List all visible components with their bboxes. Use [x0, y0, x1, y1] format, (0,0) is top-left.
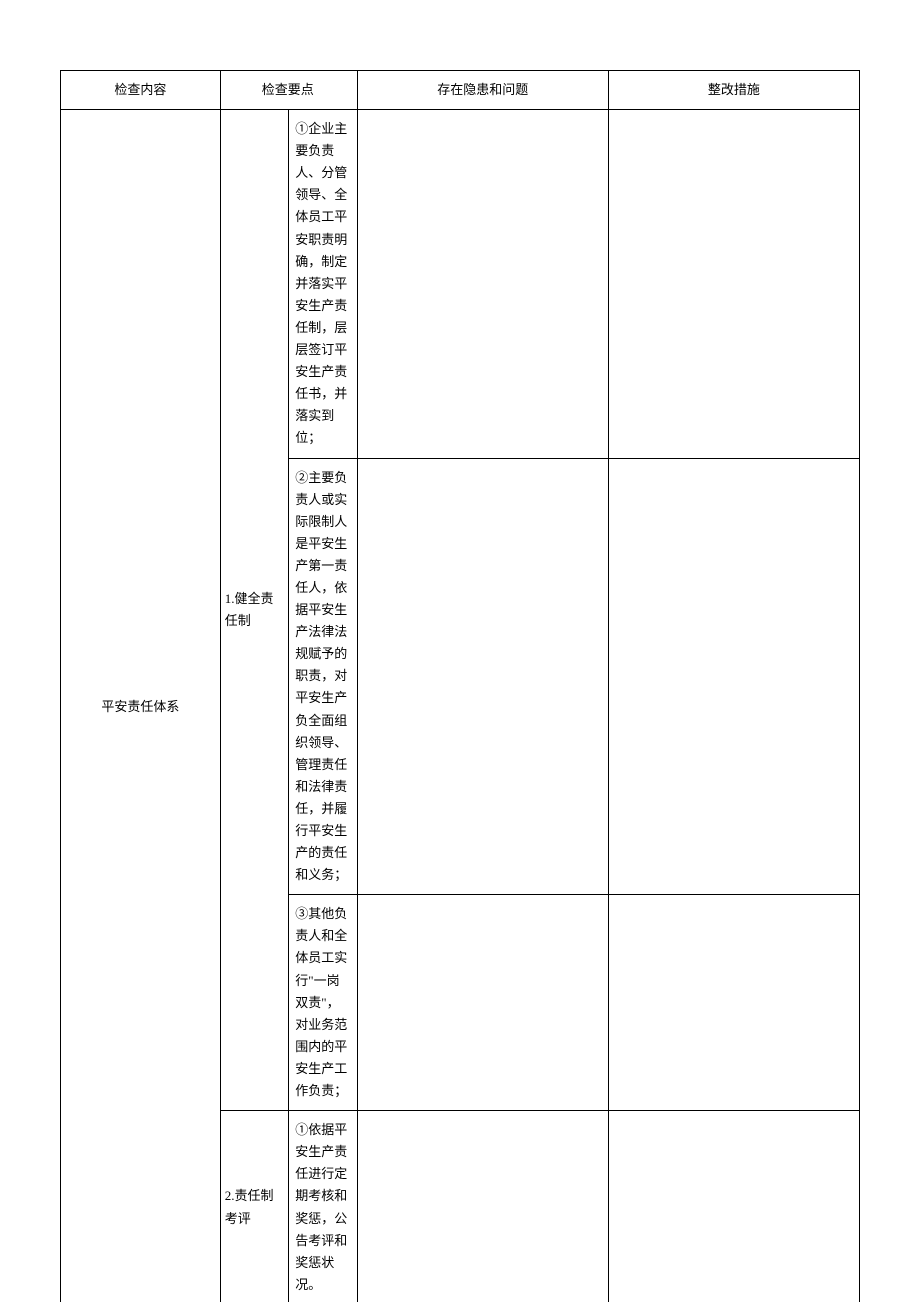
cell-action	[608, 110, 859, 458]
cell-hazard	[357, 458, 608, 895]
cell-action	[608, 895, 859, 1111]
cell-point: ①企业主要负责人、分管领导、全体员工平安职责明确，制定并落实平安生产责任制，层层…	[289, 110, 357, 458]
header-hazard: 存在隐患和问题	[357, 71, 608, 110]
cell-hazard	[357, 1111, 608, 1302]
cell-category: 平安责任体系	[61, 110, 221, 1302]
table-row: 平安责任体系 1.健全责任制 ①企业主要负责人、分管领导、全体员工平安职责明确，…	[61, 110, 860, 458]
cell-item: 1.健全责任制	[220, 110, 288, 1111]
cell-hazard	[357, 895, 608, 1111]
header-action: 整改措施	[608, 71, 859, 110]
cell-point: ③其他负责人和全体员工实行"一岗双责"，对业务范围内的平安生产工作负责；	[289, 895, 357, 1111]
header-point: 检查要点	[220, 71, 357, 110]
cell-hazard	[357, 110, 608, 458]
cell-point: ②主要负责人或实际限制人是平安生产第一责任人，依据平安生产法律法规赋予的职责，对…	[289, 458, 357, 895]
header-category: 检查内容	[61, 71, 221, 110]
inspection-table: 检查内容 检查要点 存在隐患和问题 整改措施 平安责任体系 1.健全责任制 ①企…	[60, 70, 860, 1302]
cell-item: 2.责任制考评	[220, 1111, 288, 1302]
table-header-row: 检查内容 检查要点 存在隐患和问题 整改措施	[61, 71, 860, 110]
cell-point: ①依据平安生产责任进行定期考核和奖惩，公告考评和奖惩状况。	[289, 1111, 357, 1302]
cell-action	[608, 1111, 859, 1302]
cell-action	[608, 458, 859, 895]
